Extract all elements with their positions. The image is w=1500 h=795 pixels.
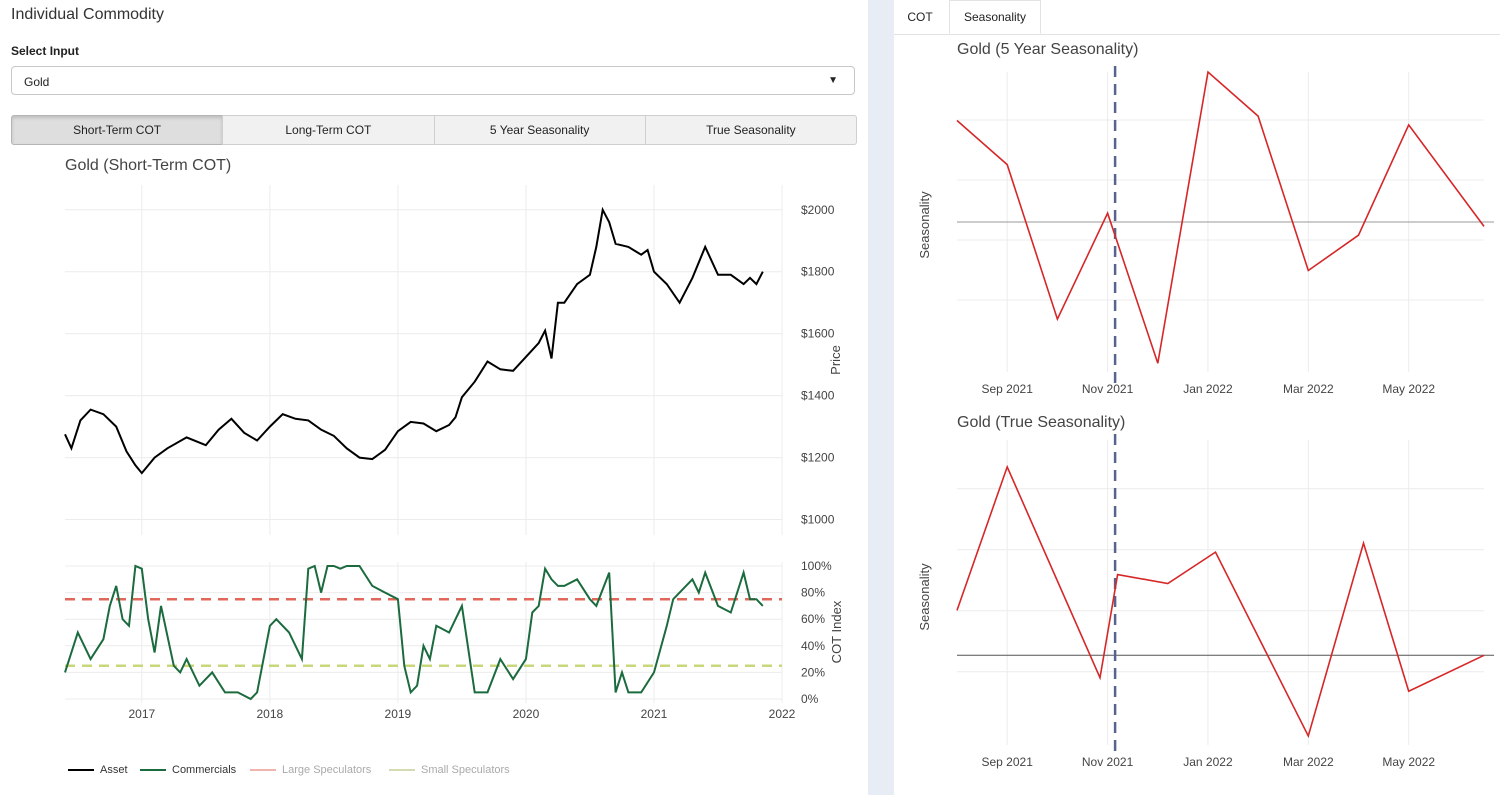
legend-item-large-speculators[interactable]: Large Speculators (250, 764, 371, 776)
left-panel: Individual Commodity Select Input Gold ▼… (11, 6, 857, 776)
s2-x-tick-label: Nov 2021 (1082, 755, 1134, 769)
legend-item-small-speculators[interactable]: Small Speculators (389, 764, 510, 776)
x-tick-label: 2018 (257, 707, 284, 721)
five-year-seasonality-title: Gold (5 Year Seasonality) (957, 41, 1139, 58)
legend-label-commercials: Commercials (172, 764, 237, 776)
right-panel: COT Seasonality Gold (5 Year Seasonality… (894, 0, 1500, 795)
tab-seasonality[interactable]: Seasonality (949, 0, 1041, 34)
s1-x-tick-label: Jan 2022 (1183, 382, 1233, 396)
view-button-group: Short-Term COT Long-Term COT 5 Year Seas… (11, 115, 857, 145)
x-tick-label: 2019 (385, 707, 412, 721)
asset-swatch (68, 769, 94, 771)
cot-chart-title: Gold (Short-Term COT) (65, 157, 232, 174)
commercials-line (64, 564, 764, 701)
price-tick-label: $1000 (801, 513, 835, 527)
five-year-y-axis-label: Seasonality (917, 191, 932, 259)
cot-tick-label: 60% (801, 612, 825, 626)
s2-x-tick-label: Jan 2022 (1183, 755, 1233, 769)
s1-x-tick-label: Nov 2021 (1082, 382, 1134, 396)
cot-index-axis-label: COT Index (829, 600, 844, 663)
five-year-seasonality-button[interactable]: 5 Year Seasonality (433, 115, 646, 145)
cot-chart: $1000 $1200 $1400 $1600 $1800 $2000 0% 20% 40% 6… (64, 185, 844, 721)
large-speculators-swatch (250, 769, 276, 771)
long-term-cot-button[interactable]: Long-Term COT (222, 115, 435, 145)
price-tick-label: $2000 (801, 203, 835, 217)
cot-tick-label: 80% (801, 586, 825, 600)
commodity-select[interactable]: Gold ▼ (11, 66, 855, 95)
seasonality-charts: Sep 2021 Nov 2021 Jan 2022 Mar 2022 May 2022… (917, 66, 1494, 769)
x-tick-label: 2020 (513, 707, 540, 721)
s2-x-tick-label: Mar 2022 (1283, 755, 1334, 769)
s1-x-tick-label: Mar 2022 (1283, 382, 1334, 396)
five-year-seasonality-line (956, 70, 1485, 364)
tab-cot[interactable]: COT (907, 10, 933, 24)
commodity-select-value: Gold (24, 75, 50, 89)
price-tick-label: $1600 (801, 327, 835, 341)
price-tick-label: $1800 (801, 265, 835, 279)
legend-item-asset[interactable]: Asset (68, 764, 128, 776)
true-seasonality-title: Gold (True Seasonality) (957, 414, 1126, 431)
s2-x-tick-label: Sep 2021 (981, 755, 1033, 769)
tab-bar: COT Seasonality (894, 0, 1500, 35)
true-seasonality-y-axis-label: Seasonality (917, 563, 932, 631)
commercials-swatch (140, 769, 166, 771)
x-tick-label: 2022 (769, 707, 796, 721)
short-term-cot-button[interactable]: Short-Term COT (11, 115, 224, 145)
legend-label-small-speculators: Small Speculators (421, 764, 510, 776)
legend-item-commercials[interactable]: Commercials (140, 764, 236, 776)
select-input-label: Select Input (11, 44, 80, 58)
legend-label-large-speculators: Large Speculators (282, 764, 372, 776)
cot-tick-label: 40% (801, 639, 825, 653)
s1-x-tick-label: May 2022 (1382, 382, 1435, 396)
panel-title: Individual Commodity (11, 6, 164, 23)
cot-tick-label: 20% (801, 665, 825, 679)
s2-x-tick-label: May 2022 (1382, 755, 1435, 769)
price-tick-label: $1200 (801, 451, 835, 465)
x-tick-label: 2017 (128, 707, 155, 721)
price-axis-label: Price (828, 345, 843, 375)
true-seasonality-line (956, 464, 1485, 739)
panel-gutter (868, 0, 894, 795)
s1-x-tick-label: Sep 2021 (981, 382, 1033, 396)
small-speculators-swatch (389, 769, 415, 771)
cot-tick-label: 100% (801, 559, 832, 573)
asset-line (64, 206, 764, 475)
x-tick-label: 2021 (641, 707, 668, 721)
caret-down-icon: ▼ (828, 75, 838, 86)
price-tick-label: $1400 (801, 389, 835, 403)
legend-label-asset: Asset (100, 764, 128, 776)
cot-tick-label: 0% (801, 692, 819, 706)
true-seasonality-button[interactable]: True Seasonality (644, 115, 857, 145)
